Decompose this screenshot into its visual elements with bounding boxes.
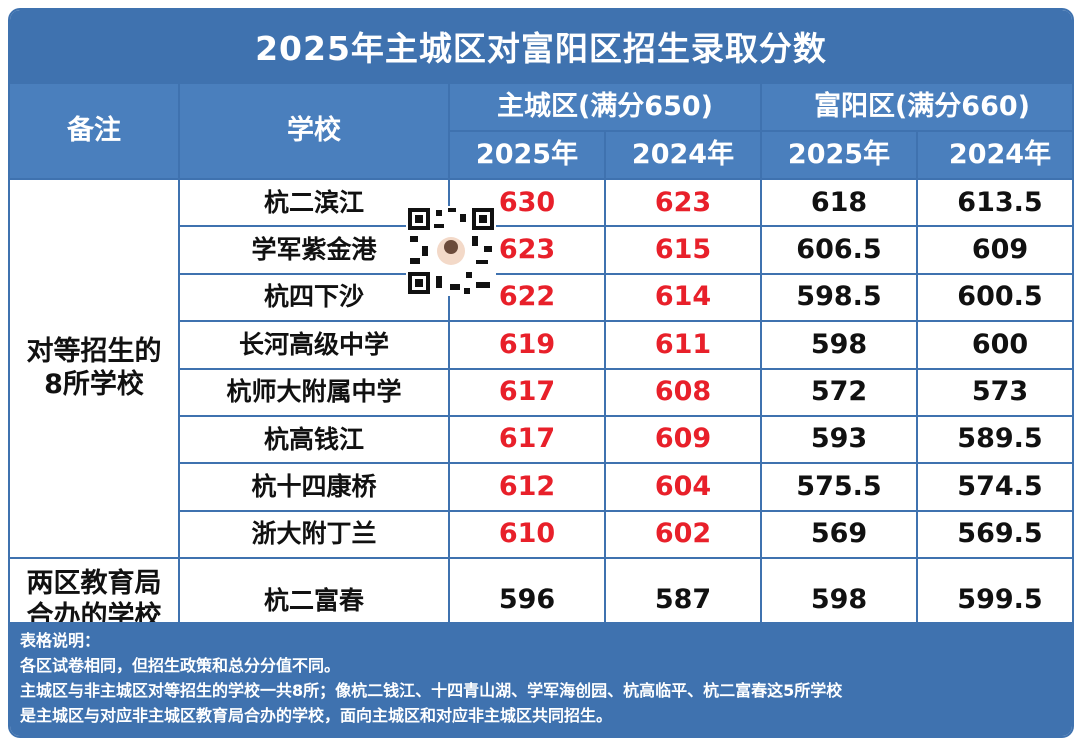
page-title: 2025年主城区对富阳区招生录取分数 bbox=[10, 10, 1072, 82]
fuyang-2025-score: 618 bbox=[762, 180, 916, 226]
school-name: 杭四下沙 bbox=[180, 274, 448, 321]
main-2025-score: 619 bbox=[450, 322, 604, 368]
school-name: 杭师大附属中学 bbox=[180, 369, 448, 415]
main-2024-score: 609 bbox=[606, 416, 760, 463]
main-2024-score: 611 bbox=[606, 322, 760, 368]
fuyang-2025-score: 593 bbox=[762, 416, 916, 463]
header-main-district: 主城区(满分650) bbox=[450, 84, 760, 130]
header-main-2025: 2025年 bbox=[450, 132, 604, 178]
main-2025-score: 610 bbox=[450, 511, 604, 558]
main-2024-score: 608 bbox=[606, 369, 760, 415]
fuyang-2025-score: 569 bbox=[762, 511, 916, 558]
main-2025-score: 612 bbox=[450, 464, 604, 510]
notes-heading: 表格说明： bbox=[20, 631, 101, 650]
header-main-2024: 2024年 bbox=[606, 132, 760, 178]
fuyang-2025-score: 598 bbox=[762, 322, 916, 368]
notes-line: 各区试卷相同，但招生政策和总分分值不同。 bbox=[20, 656, 341, 675]
fuyang-2025-score: 598.5 bbox=[762, 274, 916, 321]
header-fuyang-district: 富阳区(满分660) bbox=[762, 84, 1072, 130]
fuyang-2025-score: 606.5 bbox=[762, 227, 916, 273]
main-2024-score: 602 bbox=[606, 511, 760, 558]
main-2025-score: 617 bbox=[450, 369, 604, 415]
fuyang-2024-score: 613.5 bbox=[918, 180, 1072, 226]
fuyang-2024-score: 569.5 bbox=[918, 511, 1072, 558]
main-2024-score: 604 bbox=[606, 464, 760, 510]
main-2025-score: 617 bbox=[450, 416, 604, 463]
fuyang-2024-score: 600 bbox=[918, 322, 1072, 368]
qr-code bbox=[406, 206, 496, 296]
school-name: 杭高钱江 bbox=[180, 416, 448, 463]
main-2024-score: 614 bbox=[606, 274, 760, 321]
school-name: 杭二滨江 bbox=[180, 180, 448, 226]
header-school: 学校 bbox=[180, 84, 448, 178]
fuyang-2024-score: 600.5 bbox=[918, 274, 1072, 321]
main-2024-score: 615 bbox=[606, 227, 760, 273]
table-notes: 表格说明： 各区试卷相同，但招生政策和总分分值不同。 主城区与非主城区对等招生的… bbox=[10, 622, 1072, 736]
fuyang-2024-score: 589.5 bbox=[918, 416, 1072, 463]
notes-line: 是主城区与对应非主城区教育局合办的学校，面向主城区和对应非主城区共同招生。 bbox=[20, 706, 613, 725]
notes-line: 主城区与非主城区对等招生的学校一共8所；像杭二钱江、十四青山湖、学军海创园、杭高… bbox=[20, 681, 843, 700]
score-table-card: 2025年主城区对富阳区招生录取分数 备注 学校 主城区(满分650) 富阳区(… bbox=[8, 8, 1074, 738]
fuyang-2024-score: 609 bbox=[918, 227, 1072, 273]
header-remark: 备注 bbox=[10, 84, 178, 178]
fuyang-2024-score: 573 bbox=[918, 369, 1072, 415]
main-2024-score: 623 bbox=[606, 180, 760, 226]
group-label-equal-enrollment: 对等招生的 8所学校 bbox=[10, 180, 178, 558]
school-name: 长河高级中学 bbox=[180, 322, 448, 368]
header-fuyang-2024: 2024年 bbox=[918, 132, 1072, 178]
school-name: 浙大附丁兰 bbox=[180, 511, 448, 558]
header-fuyang-2025: 2025年 bbox=[762, 132, 916, 178]
school-name: 学军紫金港 bbox=[180, 227, 448, 273]
fuyang-2025-score: 572 bbox=[762, 369, 916, 415]
fuyang-2025-score: 575.5 bbox=[762, 464, 916, 510]
fuyang-2024-score: 574.5 bbox=[918, 464, 1072, 510]
score-table: 备注 学校 主城区(满分650) 富阳区(满分660) 2025年 2024年 … bbox=[10, 82, 1072, 642]
school-name: 杭十四康桥 bbox=[180, 464, 448, 510]
